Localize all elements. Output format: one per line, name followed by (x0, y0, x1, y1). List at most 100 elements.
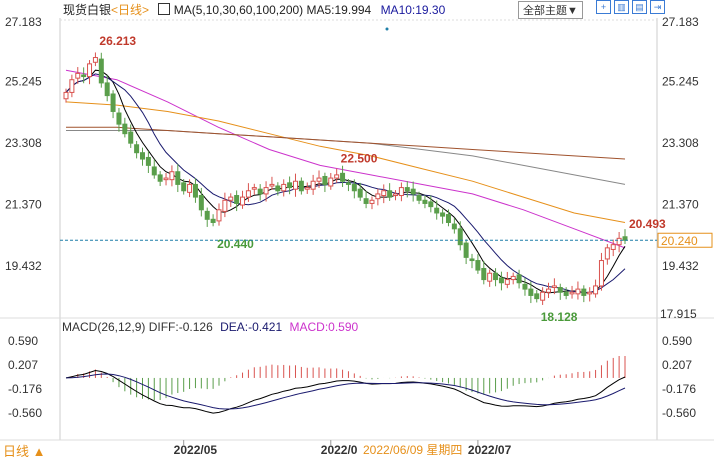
candle-body (245, 190, 251, 198)
macd-tick-left: -0.176 (8, 382, 42, 396)
candle-body (316, 177, 322, 182)
candle-body (610, 244, 616, 250)
candle-body (122, 123, 128, 135)
candle-body (145, 156, 151, 166)
candle-body (534, 293, 540, 300)
ma5-line (65, 69, 626, 294)
candle-body (410, 188, 416, 195)
period-label[interactable]: <日线> (111, 3, 150, 17)
price-annotation: 18.128 (541, 310, 578, 324)
candle-body (546, 288, 552, 293)
y-tick-left: 19.432 (5, 259, 42, 273)
macd-tick-right: -0.560 (662, 406, 696, 420)
candle-body (334, 174, 340, 179)
ma5-value: MA5:19.994 (306, 3, 372, 17)
candle-body (493, 272, 499, 281)
candle-body (416, 195, 422, 201)
candle-body (157, 174, 163, 182)
ma10-value: MA10:19.30 (380, 3, 446, 17)
crosshair-icon[interactable]: + (596, 0, 611, 14)
candle-body (228, 196, 234, 201)
candle-body (345, 182, 351, 185)
candle-body (298, 180, 304, 192)
candle-body (110, 93, 116, 112)
candle-body (351, 183, 357, 192)
candle-body (134, 144, 140, 154)
ma30-line (65, 69, 626, 249)
x-tick-label: 2022/05 (174, 443, 218, 457)
candle-body (263, 187, 269, 195)
candle-body (216, 209, 222, 222)
candle-body (328, 177, 334, 187)
candle-body (540, 291, 546, 301)
dea-line (65, 373, 626, 410)
candle-body (469, 258, 475, 262)
ma10-line (65, 73, 626, 294)
ma60-line (65, 101, 626, 223)
candle-body (257, 188, 263, 195)
candle-body (528, 288, 534, 296)
candle-body (404, 187, 410, 192)
cursor-dot (385, 27, 389, 31)
diff-line (65, 369, 626, 414)
candle-body (434, 207, 440, 214)
crosshair-value: 20.240 (661, 234, 698, 248)
macd-tick-left: 0.207 (8, 358, 38, 372)
candle-body (75, 72, 81, 79)
instrument-title: 现货白银 (63, 3, 112, 17)
cursor-date: 2022/06/09 星期四 (363, 441, 463, 458)
indicator-icon[interactable]: ▤ (632, 0, 647, 14)
expand-icon[interactable]: ⇥ (650, 0, 665, 14)
candle-body (192, 183, 198, 198)
candle-body (463, 242, 469, 258)
candle-body (516, 274, 522, 284)
macd-tick-right: 0.590 (662, 334, 692, 348)
candle-body (428, 201, 434, 208)
y-tick-right: 27.183 (662, 15, 699, 29)
candle-body (304, 187, 310, 190)
candle-body (381, 190, 387, 197)
candle-body (169, 171, 175, 181)
crosshair-value-box (657, 232, 713, 248)
x-tick-label: 2022/07 (468, 443, 512, 457)
candle-body (240, 196, 246, 206)
candle-body (557, 287, 563, 293)
candle-body (569, 291, 575, 295)
candle-body (210, 218, 216, 223)
y-tick-left: 21.370 (5, 197, 42, 211)
candle-body (287, 182, 293, 189)
y-tick-right: 19.432 (662, 259, 699, 273)
chart-header: 现货白银<日线> MA(5,10,30,60,100,200) MA5:19.9… (63, 1, 445, 18)
candle-body (139, 152, 145, 160)
candle-body (498, 277, 504, 284)
candle-body (457, 228, 463, 246)
candle-body (222, 199, 228, 212)
price-annotation: 26.213 (99, 34, 136, 48)
y-tick-left: 25.245 (5, 74, 42, 88)
macd-diff: DIFF:-0.126 (148, 320, 213, 334)
price-annotation: 20.493 (629, 217, 666, 231)
candle-body (622, 236, 628, 241)
candle-body (357, 188, 363, 198)
candle-body (116, 112, 122, 125)
period-toggle[interactable]: 日线 ▲ (3, 444, 46, 458)
theme-button[interactable]: 全部主题▼ (518, 1, 583, 19)
candle-body (475, 260, 481, 271)
y-tick-right: 25.245 (662, 74, 699, 88)
macd-tick-right: -0.176 (662, 382, 696, 396)
candle-body (69, 79, 75, 93)
candle-body (204, 210, 210, 220)
y-tick-right: 23.308 (662, 136, 699, 150)
macd-value: MACD:0.590 (289, 320, 359, 334)
candle-body (375, 193, 381, 200)
candle-body (581, 288, 587, 296)
ma-settings-icon[interactable] (158, 3, 171, 15)
candle-body (292, 180, 298, 190)
candle-body (87, 63, 93, 78)
candle-body (310, 180, 316, 190)
layout-icon[interactable]: ▥ (614, 0, 629, 14)
candle-body (487, 272, 493, 282)
candle-body (369, 199, 375, 204)
